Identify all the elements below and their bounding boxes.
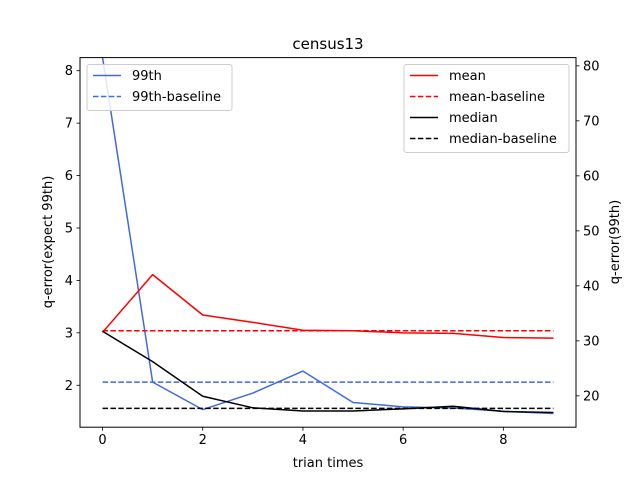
- y-left-tick-label: 5: [65, 221, 73, 236]
- legend-label-99th-baseline: 99th-baseline: [132, 90, 221, 105]
- legend-label-median-baseline: median-baseline: [449, 132, 557, 147]
- legend-label-mean: mean: [449, 69, 486, 84]
- y-left-tick-label: 7: [65, 117, 73, 132]
- y-right-tick-label: 40: [583, 279, 600, 294]
- y-right-tick-label: 70: [583, 114, 600, 129]
- chart-title: census13: [292, 35, 363, 53]
- y-right-tick-label: 80: [583, 59, 600, 74]
- x-tick-label: 0: [98, 433, 106, 448]
- y-left-tick-label: 2: [65, 379, 73, 394]
- x-tick-label: 8: [499, 433, 507, 448]
- x-tick-label: 2: [199, 433, 207, 448]
- series-line-median: [102, 330, 554, 414]
- legend-upper-right: mean mean-baseline median median-baseline: [403, 64, 570, 153]
- plot-area: [101, 57, 554, 415]
- axis-ticks: 0 2 4 6 8 2 3 4 5 6 7 8 20 30 40 50 60 70 80: [65, 59, 600, 448]
- series-line-mean: [101, 273, 554, 339]
- y-right-tick-label: 20: [583, 389, 600, 404]
- legends: 99th 99th-baseline mean mean-baseline median…: [86, 64, 570, 153]
- y-right-tick-label: 50: [583, 224, 600, 239]
- y-left-tick-label: 4: [65, 274, 73, 289]
- x-axis-label: trian times: [293, 456, 364, 471]
- legend-box: [86, 64, 233, 111]
- y-axis-left-label: q-error(expect 99th): [41, 176, 56, 309]
- y-right-tick-label: 30: [583, 334, 600, 349]
- y-right-tick-label: 60: [583, 169, 600, 184]
- legend-label-99th: 99th: [132, 69, 162, 84]
- legend-upper-left: 99th 99th-baseline: [86, 64, 233, 111]
- y-left-tick-label: 8: [65, 64, 73, 79]
- y-left-tick-label: 3: [65, 326, 73, 341]
- y-axis-right-label: q-error(99th): [608, 200, 623, 284]
- legend-label-median: median: [449, 111, 498, 126]
- legend-box: [403, 64, 570, 153]
- x-tick-label: 4: [299, 433, 307, 448]
- y-left-tick-label: 6: [65, 169, 73, 184]
- legend-label-mean-baseline: mean-baseline: [449, 90, 545, 105]
- x-tick-label: 6: [399, 433, 407, 448]
- plot-frame: [79, 57, 577, 428]
